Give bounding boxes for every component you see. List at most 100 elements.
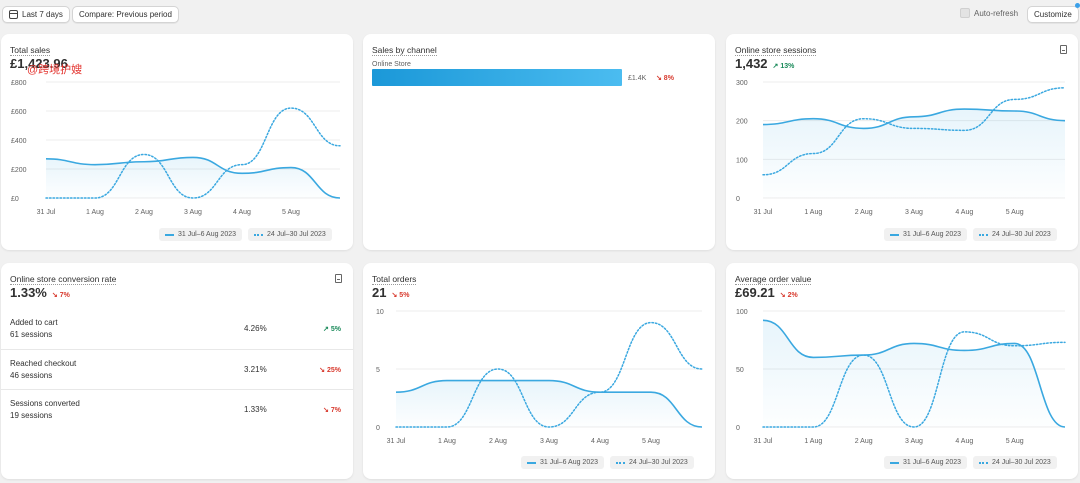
auto-refresh-toggle[interactable]: Auto-refresh [960,8,1018,18]
data-point [760,424,766,430]
arrow-up-icon: ↗ [323,326,329,333]
legend-current-label: 31 Jul–6 Aug 2023 [178,231,236,238]
metric-value: 21 [372,285,387,300]
legend-previous[interactable]: 24 Jul–30 Jul 2023 [973,456,1057,469]
row-label: Reached checkout [10,359,77,368]
report-icon[interactable] [1060,45,1067,54]
row-value: 4.26% [244,324,267,333]
data-point [1012,108,1018,114]
y-tick-label: £400 [11,138,27,145]
x-tick-label: 5 Aug [642,438,660,445]
data-point [699,366,705,372]
x-tick-label: 3 Aug [905,438,923,445]
y-tick-label: 0 [736,425,740,432]
legend-current[interactable]: 31 Jul–6 Aug 2023 [159,228,242,241]
date-range-label: Last 7 days [22,10,63,19]
y-tick-label: £200 [11,167,27,174]
card-title: Average order value [735,274,812,285]
data-point [190,154,196,160]
y-tick-label: 0 [736,196,740,203]
legend-previous-label: 24 Jul–30 Jul 2023 [992,459,1051,466]
data-point [1062,85,1068,91]
x-tick-label: 1 Aug [438,438,456,445]
row-delta-value: 25% [326,367,341,374]
card-title: Total orders [372,274,417,285]
series-line-current [762,319,1066,428]
legend-current[interactable]: 31 Jul–6 Aug 2023 [884,228,967,241]
date-range-button[interactable]: Last 7 days [2,6,70,23]
total-sales-chart: £0 £200 £400 £600 £800 31 Jul 1 Aug 2 Aug 3 Aug 4… [11,80,341,216]
legend-current[interactable]: 31 Jul–6 Aug 2023 [521,456,604,469]
x-tick-label: 1 Aug [804,438,822,445]
metric-delta: ↘ 7% [52,291,70,299]
x-tick-label: 1 Aug [804,209,822,216]
row-sessions: 19 sessions [10,411,53,420]
legend-previous-label: 24 Jul–30 Jul 2023 [992,231,1051,238]
area-fill [763,320,1065,427]
row-sessions: 46 sessions [10,371,53,380]
dotted-line-icon [616,461,625,464]
y-tick-label: 10 [376,309,384,316]
data-point [141,152,147,158]
auto-refresh-label: Auto-refresh [974,8,1019,18]
series-line-current [395,379,703,428]
x-tick-label: 5 Aug [1006,209,1024,216]
data-point [239,170,245,176]
row-delta: ↘ 7% [323,406,341,414]
legend-current-label: 31 Jul–6 Aug 2023 [903,459,961,466]
metric-value-row: 1,432 ↗ 13% [735,56,794,71]
data-point [810,424,816,430]
dotted-line-icon [979,461,988,464]
data-point [597,389,603,395]
data-point [444,424,450,430]
data-point [810,354,816,360]
row-delta-value: 7% [330,407,341,414]
legend-previous[interactable]: 24 Jul–30 Jul 2023 [610,456,694,469]
customize-button[interactable]: Customize [1027,6,1079,23]
metric-delta-value: 13% [780,63,795,70]
aov-card: Average order value £69.21 ↘ 2% 0 50 100 31… [726,263,1078,479]
conversion-row: Sessions converted 19 sessions 1.33% ↘ 7… [1,389,353,429]
report-icon[interactable] [335,274,342,283]
area-fill [763,109,1065,198]
data-point [961,127,967,133]
data-point [1062,424,1068,430]
x-tick-label: 4 Aug [233,209,251,216]
series-line-previous [45,107,341,199]
x-tick-label: 31 Jul [754,438,773,445]
data-point [288,165,294,171]
row-sessions: 61 sessions [10,330,53,339]
metric-value: £1,423.96 [10,56,68,71]
data-point [810,151,816,157]
data-point [444,378,450,384]
x-tick-label: 5 Aug [282,209,300,216]
chart-legend: 31 Jul–6 Aug 2023 24 Jul–30 Jul 2023 [521,456,694,469]
card-title: Online store sessions [735,45,817,56]
arrow-down-icon: ↘ [779,292,786,299]
legend-previous[interactable]: 24 Jul–30 Jul 2023 [973,228,1057,241]
dotted-line-icon [254,233,263,236]
arrow-down-icon: ↘ [391,292,398,299]
y-tick-label: 200 [736,119,748,126]
arrow-down-icon: ↘ [319,367,326,374]
legend-previous[interactable]: 24 Jul–30 Jul 2023 [248,228,332,241]
data-point [239,162,245,168]
sales-by-channel-card: Sales by channel Online Store £1.4K ↘ 8% [363,34,715,250]
compare-button[interactable]: Compare: Previous period [72,6,179,23]
data-point [810,116,816,122]
notification-dot [1075,3,1080,8]
x-tick-label: 2 Aug [855,438,873,445]
data-point [648,320,654,326]
legend-current[interactable]: 31 Jul–6 Aug 2023 [884,456,967,469]
x-tick-label: 4 Aug [955,438,973,445]
auto-refresh-checkbox[interactable] [960,8,970,18]
metric-value-row: 1.33% ↘ 7% [10,285,70,300]
data-point [43,195,49,201]
category-label: Online Store [372,61,411,68]
toolbar: Last 7 days Compare: Previous period Aut… [0,0,1080,30]
x-tick-label: 31 Jul [37,209,56,216]
solid-line-icon [890,233,899,236]
data-point [760,317,766,323]
metric-delta-value: 2% [787,292,798,299]
y-tick-label: £0 [11,196,19,203]
